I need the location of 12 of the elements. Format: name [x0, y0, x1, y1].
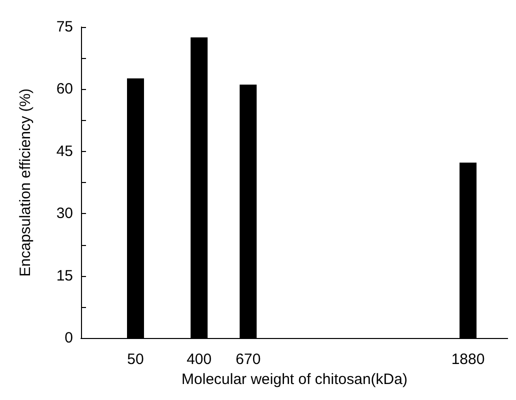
- y-tick-label: 30: [56, 205, 73, 222]
- y-tick-label: 75: [56, 18, 73, 36]
- x-tick-label: 400: [186, 351, 212, 368]
- x-axis-title: Molecular weight of chitosan(kDa): [182, 371, 408, 388]
- y-tick-label: 60: [56, 80, 73, 98]
- x-tick-label: 50: [127, 351, 144, 368]
- y-tick-label: 15: [56, 267, 73, 284]
- x-tick-label: 670: [236, 351, 261, 368]
- y-axis-title: Encapsulation efficiency (%): [17, 88, 34, 277]
- y-tick-label: 45: [56, 142, 73, 160]
- x-tick-label: 1880: [451, 351, 485, 368]
- y-tick-label: 0: [64, 330, 73, 347]
